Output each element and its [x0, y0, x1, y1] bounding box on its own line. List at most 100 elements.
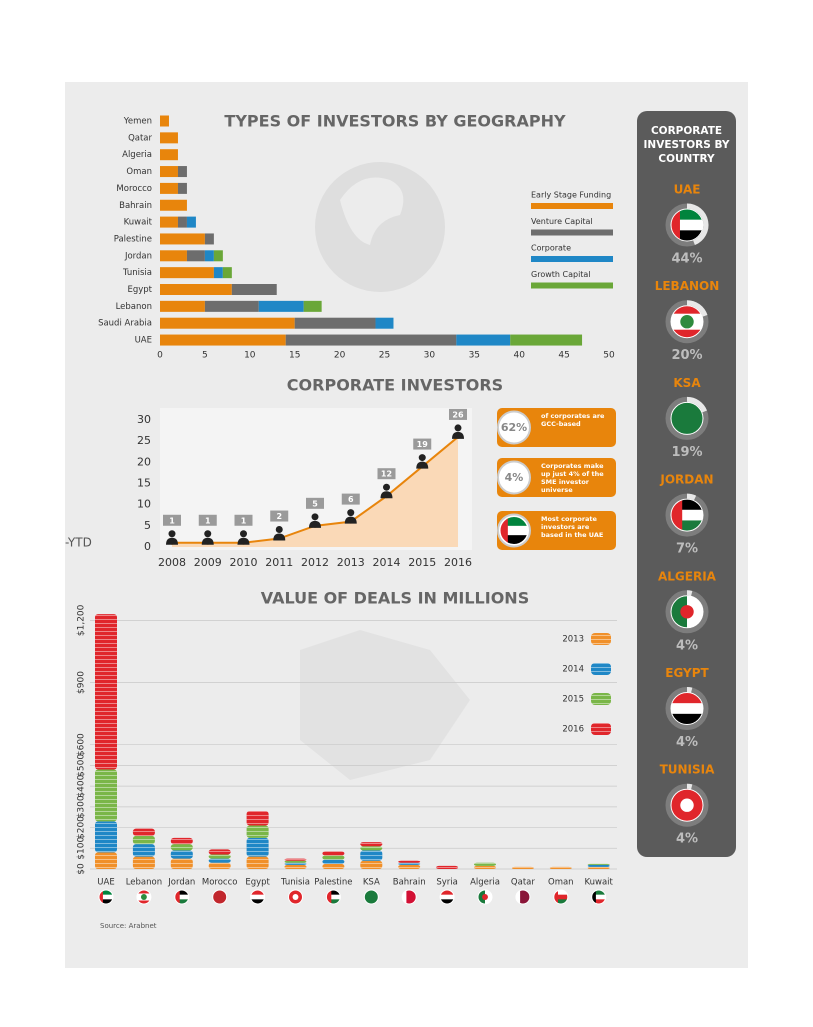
- legend-swatch: [531, 203, 613, 209]
- percent-label: 20%: [671, 348, 702, 363]
- ring-arc: [686, 783, 693, 790]
- bar-segment: [213, 267, 223, 279]
- flag-stripe: [326, 894, 341, 900]
- bar-segment: [186, 250, 205, 262]
- flag: [671, 305, 703, 338]
- flag-stripe: [671, 230, 703, 241]
- coin-stripes: [360, 846, 383, 851]
- flag-stripe: [553, 890, 568, 896]
- flag: [671, 692, 703, 725]
- flag-rim: [499, 516, 529, 545]
- category-label: Morocco: [116, 184, 152, 194]
- ring-arc: [686, 590, 693, 596]
- coin-stripes: [549, 866, 572, 869]
- flag-stripe: [591, 899, 606, 904]
- bar-segment: [204, 250, 214, 262]
- x-tick-label: 0: [157, 351, 163, 361]
- coin-stripes: [284, 862, 307, 865]
- flag-rim: [325, 889, 341, 905]
- bar-segment: [160, 132, 178, 144]
- chart-title: CORPORATE INVESTORS: [287, 376, 503, 395]
- ring-arc: [686, 493, 697, 501]
- value-label: 6: [348, 495, 354, 504]
- flag-stripe: [671, 305, 703, 315]
- y-tick-label: $0: [77, 863, 87, 875]
- y-tick-label: $900: [77, 671, 87, 694]
- coin-stripes: [398, 864, 421, 869]
- legend-label: 2016: [562, 725, 584, 735]
- bar-segment: [177, 166, 187, 178]
- coin-stripes: [511, 866, 534, 869]
- y-tick-label: 30: [137, 413, 151, 426]
- value-label: 2: [276, 512, 282, 521]
- flag-stripe: [174, 890, 189, 896]
- annotation-text: Most corporate investors are based in th…: [541, 515, 604, 539]
- coin-stripes: [95, 821, 117, 853]
- bar-segment: [160, 233, 205, 245]
- flag-stripe: [671, 509, 703, 521]
- coin-stripes: [208, 858, 231, 863]
- coin-stripes: [322, 859, 345, 864]
- side-panel: [637, 111, 736, 857]
- coin-stripes: [360, 850, 383, 861]
- category-label: Lebanon: [126, 878, 162, 888]
- legend-label: 2014: [562, 665, 584, 675]
- country-name: UAE: [674, 183, 701, 197]
- coin-stripes: [284, 860, 307, 863]
- coin-stripes: [246, 825, 269, 838]
- ring-arc: [686, 396, 707, 413]
- flag-bar: [99, 890, 103, 904]
- coin-stripes: [95, 852, 117, 869]
- value-label-box: [163, 514, 181, 526]
- flag: [136, 890, 151, 904]
- flag-stripe: [212, 890, 227, 904]
- y-tick-label: 0: [144, 540, 151, 553]
- flag-rim: [477, 889, 493, 905]
- flag-rim: [439, 889, 455, 905]
- y-tick-label: $300: [77, 795, 87, 818]
- x-tick-label: 2008: [158, 556, 186, 569]
- flag-rim: [670, 788, 704, 822]
- annotation-badge: [497, 460, 531, 495]
- flag: [591, 890, 606, 904]
- legend-stripes: [591, 693, 611, 705]
- coin-stripes: [322, 855, 345, 860]
- flag: [250, 890, 265, 904]
- value-label: 1: [241, 516, 247, 525]
- flag-stripe: [174, 899, 189, 904]
- country-name: JORDAN: [659, 473, 713, 487]
- flag: [288, 890, 303, 904]
- flag-stripe: [671, 219, 703, 231]
- person-head: [418, 454, 426, 462]
- flag-stripe: [591, 894, 606, 900]
- annotation-text: of corporates are GCC-based: [541, 412, 605, 428]
- bar-segment: [213, 250, 223, 262]
- x-tick-label: 40: [513, 351, 525, 361]
- bar-segment: [303, 300, 322, 312]
- bar-segment: [160, 250, 187, 262]
- x-tick-label: 15: [289, 351, 300, 361]
- flag: [212, 890, 227, 904]
- ring-arc: [686, 203, 709, 245]
- flag: [671, 209, 703, 241]
- flag-rim: [250, 889, 266, 905]
- flag-stripe: [250, 894, 265, 900]
- flag-bar: [515, 890, 521, 904]
- y-tick-label: $100: [77, 837, 87, 860]
- x-tick-label: 5: [202, 351, 208, 361]
- category-label: Saudi Arabia: [98, 319, 152, 329]
- person-body: [416, 461, 429, 469]
- country-name: KSA: [673, 376, 701, 390]
- category-label: Bahrain: [393, 878, 426, 888]
- x-tick-label: 35: [469, 351, 480, 361]
- category-label: UAE: [135, 336, 152, 346]
- flag-stripe: [99, 894, 113, 900]
- bar-segment: [294, 317, 376, 329]
- flag: [671, 402, 703, 435]
- coin-stripes: [398, 860, 421, 863]
- flag-emblem: [680, 798, 694, 812]
- bar-segment: [160, 300, 205, 312]
- legend-label: Growth Capital: [531, 270, 591, 279]
- flag-bar: [174, 890, 180, 904]
- flag: [402, 890, 417, 904]
